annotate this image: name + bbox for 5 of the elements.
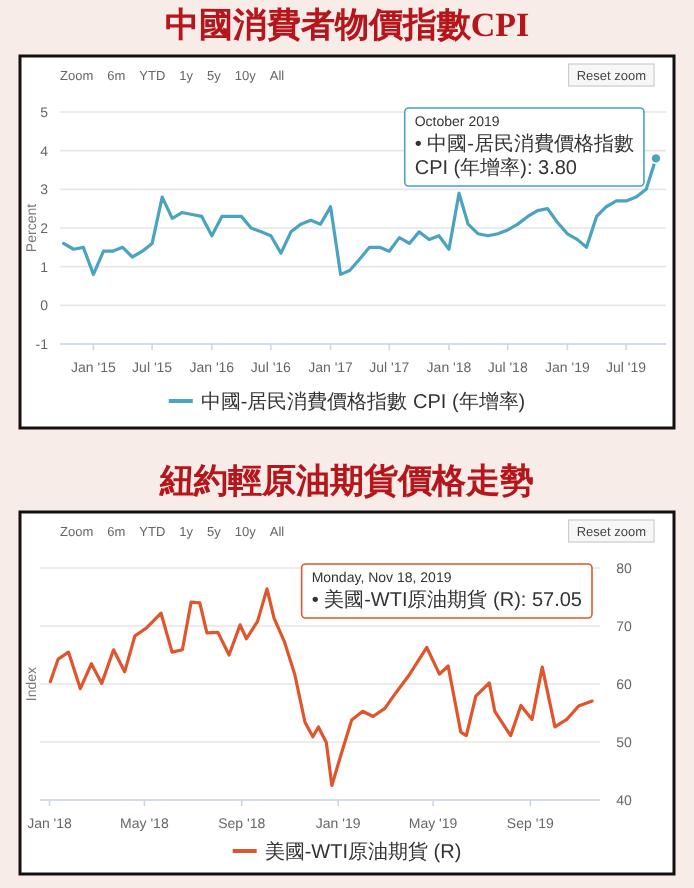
line-series [48,587,594,788]
chart-title: 中國消費者物價指數CPI [164,6,531,44]
legend-label: 中國-居民消費價格指數 CPI (年增率) [200,390,526,414]
chart-title: 紐約輕原油期貨價格走勢 [158,462,534,500]
legend-label: 美國-WTI原油期貨 (R) [264,840,462,864]
